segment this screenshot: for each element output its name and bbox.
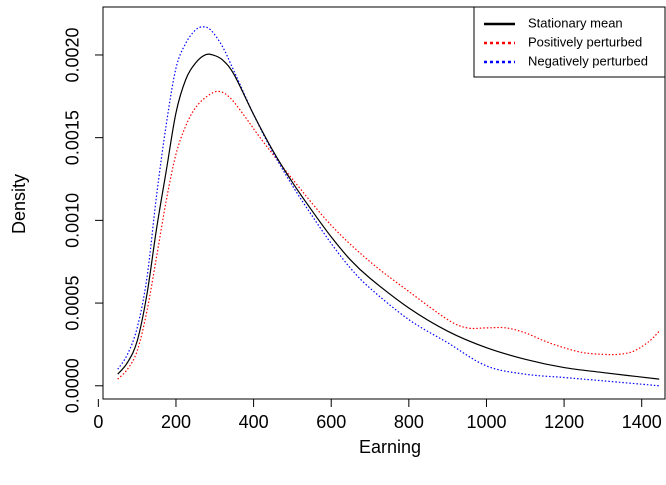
x-tick-label: 1400 bbox=[622, 412, 662, 432]
x-ticks: 0 200 400 600 800 1000 1200 1400 bbox=[93, 399, 661, 432]
legend-label: Positively perturbed bbox=[528, 34, 642, 49]
series-line-positively-perturbed bbox=[118, 91, 659, 379]
x-tick-label: 1000 bbox=[466, 412, 506, 432]
legend-label: Negatively perturbed bbox=[528, 53, 648, 68]
x-tick-label: 600 bbox=[316, 412, 346, 432]
x-tick-label: 0 bbox=[93, 412, 103, 432]
y-axis: 0.0000 0.0005 0.0010 0.0015 0.0020 bbox=[63, 27, 103, 413]
x-tick-label: 400 bbox=[239, 412, 269, 432]
y-ticks: 0.0000 0.0005 0.0010 0.0015 0.0020 bbox=[63, 27, 103, 413]
x-axis-title: Earning bbox=[359, 437, 421, 457]
x-tick-label: 200 bbox=[161, 412, 191, 432]
y-tick-label: 0.0015 bbox=[63, 110, 83, 165]
x-tick-label: 1200 bbox=[544, 412, 584, 432]
legend-label: Stationary mean bbox=[528, 15, 623, 30]
y-axis-title: Density bbox=[9, 174, 29, 234]
plot-lines bbox=[118, 27, 659, 386]
legend: Stationary mean Positively perturbed Negat… bbox=[474, 7, 665, 77]
y-tick-label: 0.0000 bbox=[63, 358, 83, 413]
y-tick-label: 0.0020 bbox=[63, 27, 83, 82]
x-axis: 0 200 400 600 800 1000 1200 1400 bbox=[93, 399, 661, 432]
x-tick-label: 800 bbox=[394, 412, 424, 432]
series-line-negatively-perturbed bbox=[118, 27, 659, 386]
y-tick-label: 0.0010 bbox=[63, 193, 83, 248]
y-tick-label: 0.0005 bbox=[63, 276, 83, 331]
